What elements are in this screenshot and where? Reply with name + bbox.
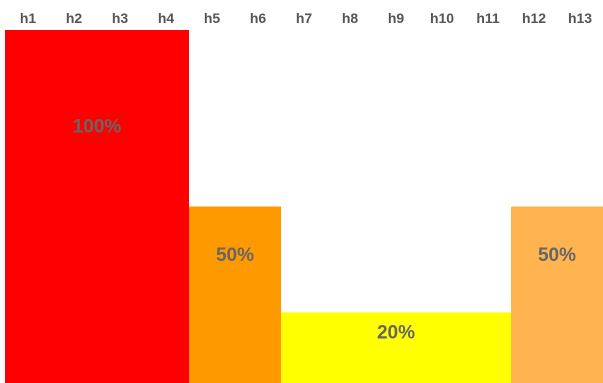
bar-value-labels: 100% 50% 20% 50% [73, 116, 576, 343]
hour-label-h13: h13 [568, 10, 592, 26]
hour-label-h3: h3 [112, 10, 129, 26]
hour-label-h12: h12 [522, 10, 546, 26]
bars [5, 30, 603, 383]
hour-label-h10: h10 [430, 10, 454, 26]
hour-label-h6: h6 [250, 10, 267, 26]
hour-label-h1: h1 [20, 10, 37, 26]
hour-label-h5: h5 [204, 10, 221, 26]
bar-h7-h11 [281, 312, 511, 383]
bar-value-label-h5-h6: 50% [216, 245, 254, 266]
hour-label-h2: h2 [66, 10, 83, 26]
bar-h12-h13 [511, 206, 603, 383]
hour-labels: h1 h2 h3 h4 h5 h6 h7 h8 h9 h10 h11 h12 h13 [20, 10, 592, 26]
bar-value-label-h12-h13: 50% [538, 245, 576, 266]
bar-value-label-h1-h4: 100% [73, 116, 122, 137]
hour-label-h9: h9 [388, 10, 405, 26]
bar-h5-h6 [189, 206, 281, 383]
bar-value-label-h7-h11: 20% [377, 322, 415, 343]
hour-label-h11: h11 [476, 10, 500, 26]
hour-label-h4: h4 [158, 10, 175, 26]
hour-label-h7: h7 [296, 10, 313, 26]
bar-h1-h4 [5, 30, 189, 383]
hour-label-h8: h8 [342, 10, 359, 26]
